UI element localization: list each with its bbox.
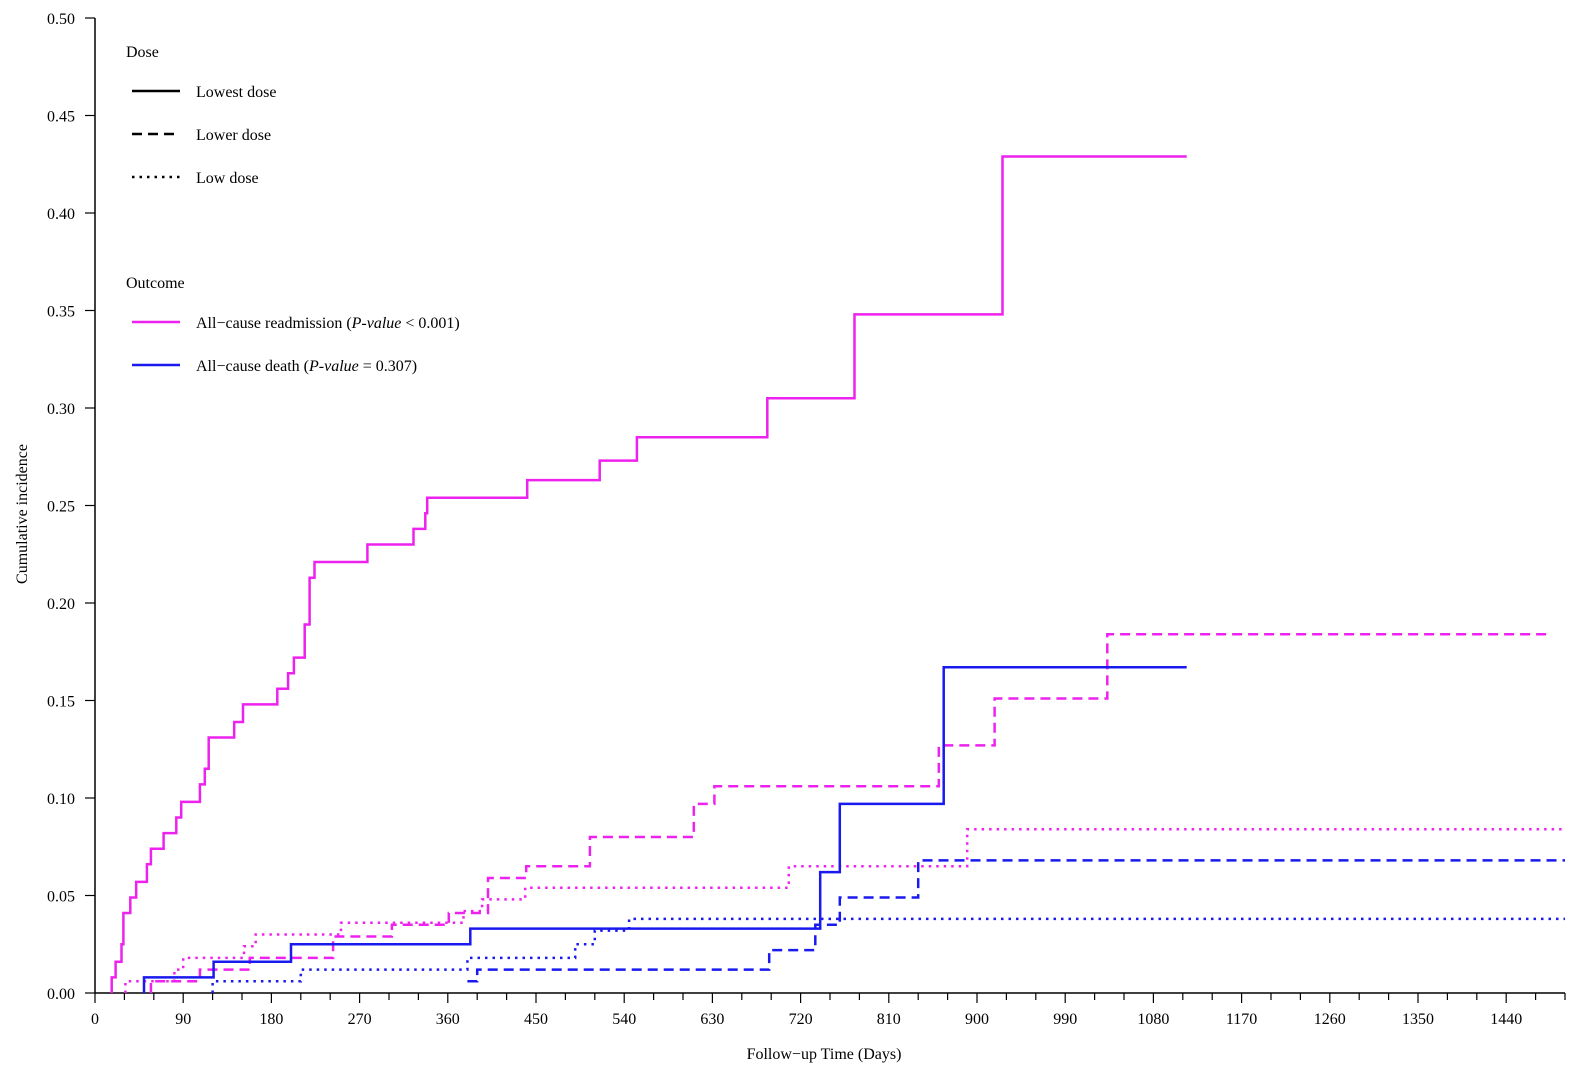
x-tick-label: 180	[259, 1011, 283, 1028]
series-line-readmission-lower-dose	[149, 632, 1550, 993]
series-line-death-lowest-dose	[142, 666, 1187, 993]
y-tick-label: 0.05	[47, 889, 75, 906]
legend-death-label: All−cause death (P-value = 0.307)	[196, 358, 417, 375]
y-axis-title: Cumulative incidence	[14, 444, 31, 584]
x-tick-label: 360	[436, 1011, 460, 1028]
series-line-readmission-low-dose	[124, 827, 1565, 993]
x-tick-label: 810	[877, 1011, 901, 1028]
y-tick-label: 0.35	[47, 304, 75, 321]
x-tick-label: 0	[91, 1011, 99, 1028]
legend-lowest-dose-label: Lowest dose	[196, 84, 276, 101]
legend-outcome-title: Outcome	[126, 275, 185, 292]
x-tick-label: 1260	[1314, 1011, 1346, 1028]
x-tick-label: 720	[789, 1011, 813, 1028]
y-tick-label: 0.10	[47, 791, 75, 808]
x-tick-label: 90	[175, 1011, 191, 1028]
x-axis-title: Follow−up Time (Days)	[747, 1046, 902, 1063]
x-tick-label: 270	[348, 1011, 372, 1028]
y-ticks: 0.00 0.05 0.10 0.15 0.20 0.25 0.30 0.35 0.40 0.45…	[47, 11, 95, 1003]
x-tick-label: 540	[612, 1011, 636, 1028]
series-line-readmission-lowest-dose	[110, 155, 1187, 993]
y-tick-label: 0.45	[47, 109, 75, 126]
y-tick-label: 0.50	[47, 11, 75, 28]
x-tick-label: 1350	[1402, 1011, 1434, 1028]
x-tick-label: 630	[700, 1011, 724, 1028]
x-tick-label: 450	[524, 1011, 548, 1028]
axes: 0 90 180 270 360 450 540 630 720 810 900 990 1080 117…	[47, 11, 1566, 1028]
x-tick-label: 900	[965, 1011, 989, 1028]
x-tick-label: 1170	[1226, 1011, 1257, 1028]
series-line-death-low-dose	[211, 917, 1565, 993]
series-line-death-lower-dose	[467, 859, 1565, 983]
y-tick-label: 0.00	[47, 986, 75, 1003]
y-tick-label: 0.15	[47, 694, 75, 711]
legend-dose-title: Dose	[126, 44, 159, 61]
y-tick-label: 0.30	[47, 401, 75, 418]
series-layer	[110, 155, 1565, 993]
y-tick-label: 0.25	[47, 499, 75, 516]
legend-readmission-label: All−cause readmission (P-value < 0.001)	[196, 315, 460, 332]
legend-lower-dose-label: Lower dose	[196, 127, 271, 144]
y-tick-label: 0.20	[47, 596, 75, 613]
x-tick-label: 990	[1053, 1011, 1077, 1028]
y-tick-label: 0.40	[47, 206, 75, 223]
legend: Dose Lowest dose Lower dose Low dose Out…	[126, 44, 460, 375]
x-ticks: 0 90 180 270 360 450 540 630 720 810 900 990 1080 117…	[91, 993, 1566, 1028]
x-tick-label: 1080	[1137, 1011, 1169, 1028]
x-tick-label: 1440	[1490, 1011, 1522, 1028]
legend-low-dose-label: Low dose	[196, 170, 259, 187]
